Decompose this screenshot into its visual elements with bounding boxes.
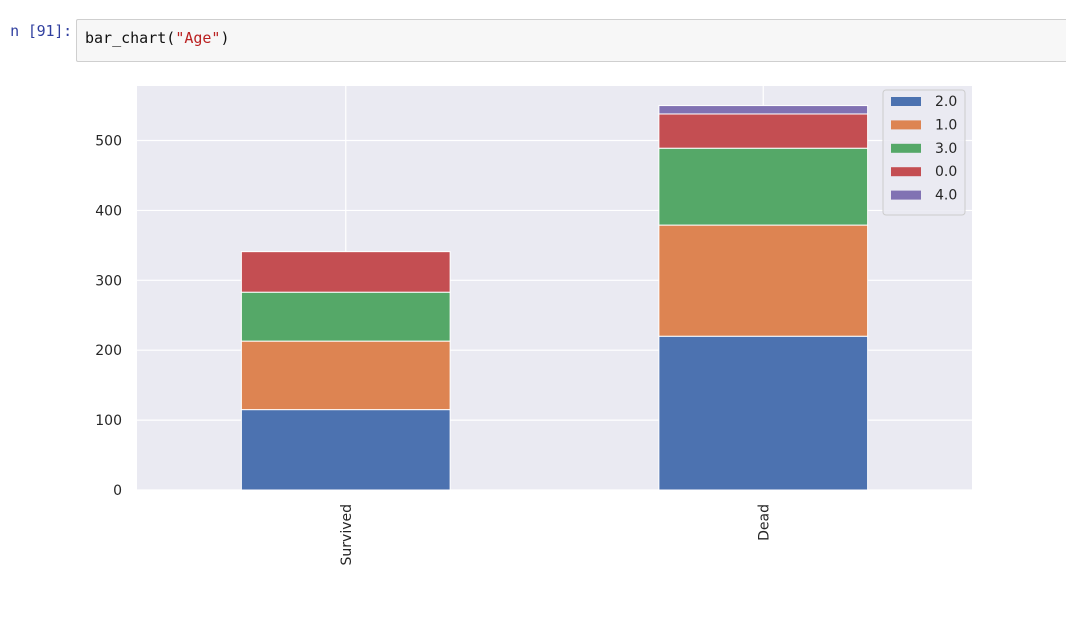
bar-dead-2-0 [658,335,869,491]
code-string-arg: "Age" [175,29,221,47]
y-tick-label: 500 [95,134,122,150]
legend-label: 1.0 [935,117,957,133]
y-tick-label: 0 [113,483,122,499]
chart-output: 0 100 200 300 400 500 Survived Dead 2.0 1.0 3.0 0.0… [0,70,1066,622]
bar-survived-1-0 [240,340,451,411]
y-tick-label: 400 [95,203,122,219]
code-cell-input[interactable]: bar_chart("Age") [76,19,1066,62]
bar-survived-3-0 [240,291,451,342]
bar-dead-3-0 [658,147,869,226]
y-tick-label: 200 [95,343,122,359]
stacked-bar-chart: 0 100 200 300 400 500 Survived Dead 2.0 1.0 3.0 0.0… [95,86,972,565]
cell-prompt: n [91]: [10,22,72,40]
x-tick-label: Survived [339,504,355,565]
legend-swatch-1-0 [891,120,921,130]
legend-swatch-2-0 [891,97,921,106]
bar-dead-4-0 [658,105,869,115]
legend-swatch-0-0 [891,167,921,177]
bar-survived-2-0 [240,409,451,491]
y-tick-label: 100 [95,413,122,429]
legend-label: 3.0 [935,141,957,157]
legend-label: 2.0 [935,94,957,110]
bar-dead-0-0 [658,113,869,149]
bar-dead-1-0 [658,224,869,337]
legend-label: 0.0 [935,164,957,180]
legend-swatch-4-0 [891,190,921,200]
x-tick-label: Dead [756,504,772,541]
legend-swatch-3-0 [891,143,921,153]
code-line: bar_chart("Age") [85,29,230,47]
legend-label: 4.0 [935,188,957,204]
bar-survived-0-0 [240,251,451,293]
code-function: bar_chart( [85,29,176,47]
code-close-paren: ) [220,29,230,47]
y-tick-label: 300 [95,273,122,289]
